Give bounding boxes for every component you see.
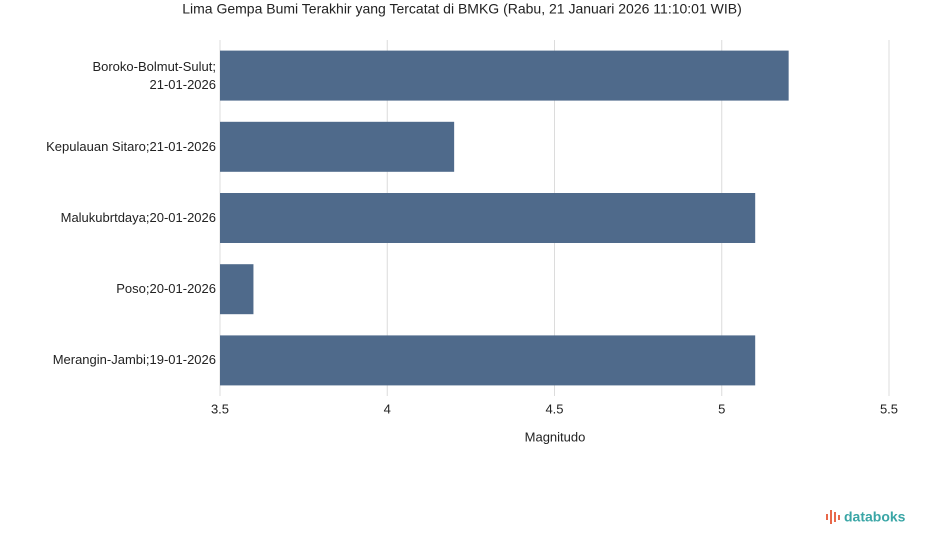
bar bbox=[220, 335, 756, 386]
x-tick-label: 3.5 bbox=[211, 401, 229, 416]
y-tick-label: Merangin-Jambi;19-01-2026 bbox=[52, 352, 216, 368]
y-tick-label: Kepulauan Sitaro;21-01-2026 bbox=[46, 138, 216, 154]
x-tick-label: 5.5 bbox=[880, 401, 898, 416]
brand-icon bbox=[826, 510, 840, 524]
x-tick-label: 4.5 bbox=[545, 401, 563, 416]
y-tick-label: Poso;20-01-2026 bbox=[116, 281, 216, 297]
bar bbox=[220, 264, 254, 315]
brand: databoks bbox=[844, 509, 906, 525]
bar bbox=[220, 50, 789, 101]
y-tick-label: Boroko-Bolmut-Sulut; 21-01-2026 bbox=[92, 58, 216, 92]
chart-title: Lima Gempa Bumi Terakhir yang Tercatat d… bbox=[182, 1, 742, 17]
x-axis-label: Magnitudo bbox=[525, 429, 586, 444]
y-tick-label: Malukubrtdaya;20-01-2026 bbox=[60, 210, 216, 225]
x-tick-label: 4 bbox=[384, 401, 391, 416]
bar bbox=[220, 121, 455, 172]
bar bbox=[220, 193, 756, 243]
x-tick-label: 5 bbox=[718, 401, 725, 416]
